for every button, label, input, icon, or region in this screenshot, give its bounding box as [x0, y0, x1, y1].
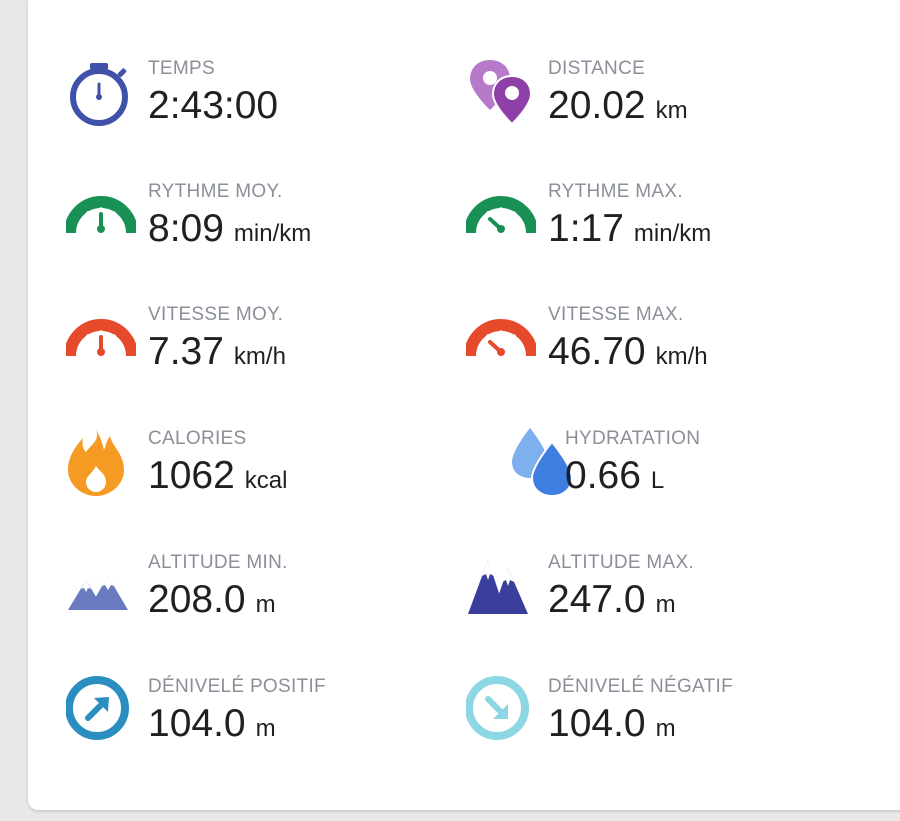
- flame-icon: [66, 428, 136, 498]
- stat-label: VITESSE MAX.: [548, 304, 684, 325]
- stopwatch-icon: [66, 58, 136, 128]
- stat-value-row: 208.0 m: [148, 578, 276, 622]
- stat-unit: km: [655, 97, 688, 124]
- stat-temps: TEMPS 2:43:00: [66, 58, 446, 158]
- stats-card: TEMPS 2:43:00 DISTANCE 20.02 km: [28, 0, 900, 810]
- stat-unit: min/km: [233, 220, 312, 247]
- stat-denivele-negatif: DÉNIVELÉ NÉGATIF 104.0 m: [466, 676, 866, 776]
- stat-value-row: 8:09 min/km: [148, 207, 311, 251]
- stat-altitude-max: ALTITUDE MAX. 247.0 m: [466, 552, 866, 652]
- stat-value: 8:09: [148, 207, 224, 250]
- stat-value-row: 2:43:00: [148, 84, 278, 128]
- stat-unit: km/h: [233, 343, 286, 370]
- location-pins-icon: [466, 58, 536, 128]
- stat-denivele-positif: DÉNIVELÉ POSITIF 104.0 m: [66, 676, 446, 776]
- gauge-green-icon: [66, 181, 136, 251]
- stat-label: RYTHME MOY.: [148, 181, 283, 202]
- stat-value-row: 1:17 min/km: [548, 207, 711, 251]
- stat-value: 1062: [148, 454, 235, 497]
- stat-unit: L: [650, 467, 665, 494]
- stat-label: RYTHME MAX.: [548, 181, 683, 202]
- stat-value-row: 0.66 L: [565, 454, 664, 498]
- stat-rythme-moy: RYTHME MOY. 8:09 min/km: [66, 181, 446, 281]
- stat-distance: DISTANCE 20.02 km: [466, 58, 866, 158]
- stat-value: 1:17: [548, 207, 624, 250]
- stat-value-row: 104.0 m: [548, 702, 676, 746]
- stat-vitesse-moy: VITESSE MOY. 7.37 km/h: [66, 304, 446, 404]
- stat-unit: min/km: [633, 220, 712, 247]
- arrow-up-right-circle-icon: [66, 676, 136, 746]
- stat-value-row: 20.02 km: [548, 84, 688, 128]
- stat-unit: m: [255, 591, 276, 618]
- stat-value: 0.66: [565, 454, 641, 497]
- stat-value: 247.0: [548, 578, 646, 621]
- stat-value: 7.37: [148, 330, 224, 373]
- stat-rythme-max: RYTHME MAX. 1:17 min/km: [466, 181, 866, 281]
- stats-grid: TEMPS 2:43:00 DISTANCE 20.02 km: [28, 0, 900, 810]
- stat-label: ALTITUDE MAX.: [548, 552, 695, 573]
- water-drops-icon: [508, 428, 578, 498]
- stat-label: VITESSE MOY.: [148, 304, 284, 325]
- gauge-orange-icon: [66, 304, 136, 374]
- stat-unit: m: [655, 715, 676, 742]
- stat-value-row: 1062 kcal: [148, 454, 287, 498]
- gauge-orange-high-icon: [466, 304, 536, 374]
- stat-value: 2:43:00: [148, 84, 279, 127]
- stat-unit: kcal: [244, 467, 288, 494]
- stat-label: HYDRATATION: [565, 428, 701, 449]
- stat-unit: km/h: [655, 343, 708, 370]
- stat-value: 104.0: [148, 702, 246, 745]
- stat-value: 46.70: [548, 330, 646, 373]
- stat-value-row: 247.0 m: [548, 578, 676, 622]
- stat-unit: m: [255, 715, 276, 742]
- stat-value: 20.02: [548, 84, 646, 127]
- stat-label: DÉNIVELÉ NÉGATIF: [548, 676, 733, 697]
- stat-unit: m: [655, 591, 676, 618]
- stat-value: 208.0: [148, 578, 246, 621]
- stat-value: 104.0: [548, 702, 646, 745]
- mountains-dark-icon: [466, 552, 536, 622]
- stat-label: ALTITUDE MIN.: [148, 552, 288, 573]
- stat-label: CALORIES: [148, 428, 247, 449]
- stat-altitude-min: ALTITUDE MIN. 208.0 m: [66, 552, 446, 652]
- stat-label: DISTANCE: [548, 58, 646, 79]
- arrow-down-right-circle-icon: [466, 676, 536, 746]
- stat-value-row: 104.0 m: [148, 702, 276, 746]
- stat-calories: CALORIES 1062 kcal: [66, 428, 446, 528]
- stat-value-row: 46.70 km/h: [548, 330, 708, 374]
- mountains-light-icon: [66, 552, 136, 622]
- stat-hydratation: HYDRATATION 0.66 L: [483, 428, 883, 528]
- stat-value-row: 7.37 km/h: [148, 330, 286, 374]
- stat-label: TEMPS: [148, 58, 215, 79]
- gauge-green-high-icon: [466, 181, 536, 251]
- stat-label: DÉNIVELÉ POSITIF: [148, 676, 326, 697]
- stat-vitesse-max: VITESSE MAX. 46.70 km/h: [466, 304, 866, 404]
